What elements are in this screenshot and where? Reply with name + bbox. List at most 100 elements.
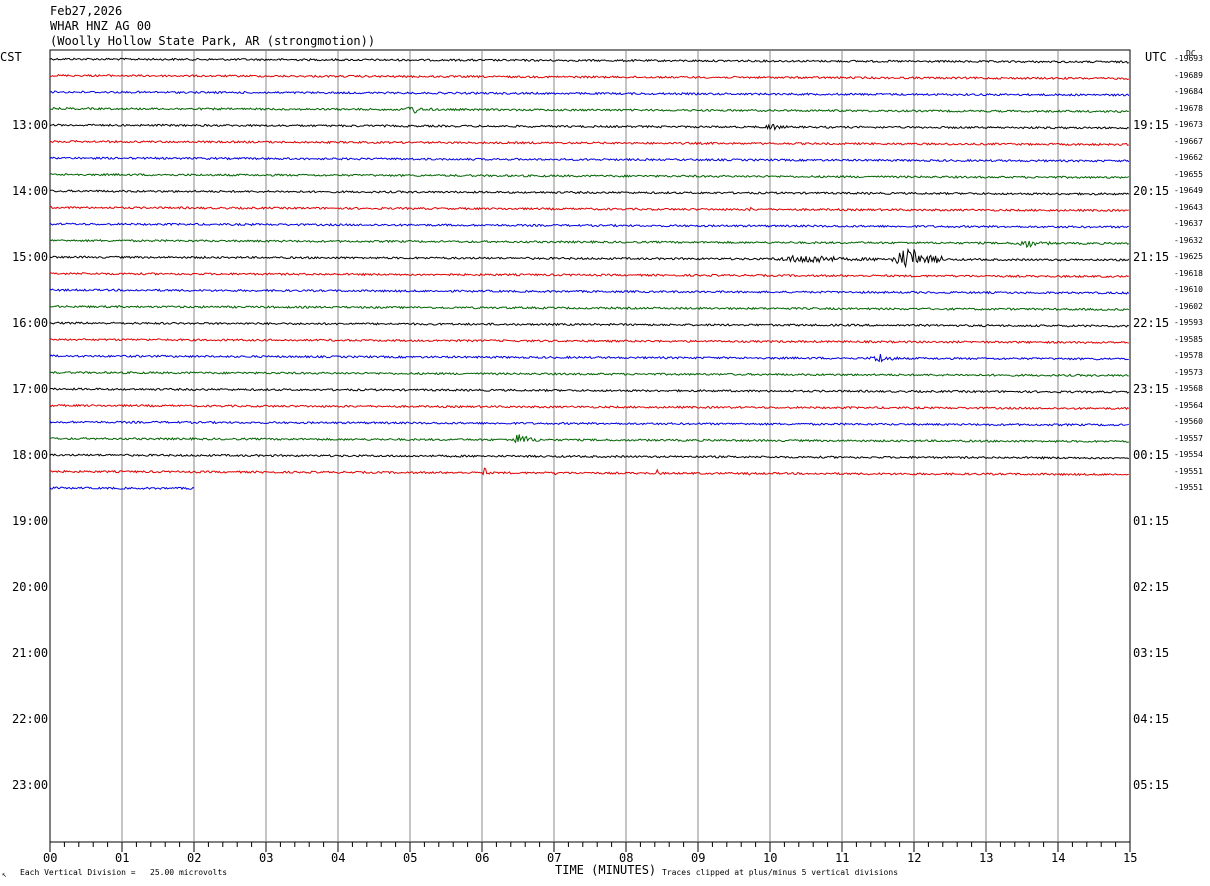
dc-offset-value: -19551 [1174,466,1203,476]
x-tick-label: 15 [1123,851,1138,865]
dc-offset-value: -19625 [1174,252,1203,261]
right-hour-label: 01:15 [1133,514,1170,528]
dc-offset-value: -19637 [1174,219,1203,228]
seismic-trace [49,486,195,491]
dc-offset-value: -19602 [1174,301,1203,311]
seismic-trace [49,222,1129,229]
dc-offset-value: -19649 [1174,186,1203,195]
x-tick-label: 09 [691,851,706,865]
seismic-trace [49,467,1129,477]
clipping-note: Traces clipped at plus/minus 5 vertical … [662,868,899,877]
x-tick-label: 14 [1051,851,1066,865]
x-tick-label: 08 [619,851,634,865]
right-hour-label: 00:15 [1133,448,1170,462]
left-hour-label: 13:00 [12,118,49,132]
dc-offset-value: -19573 [1174,367,1203,377]
dc-offset-value: -19678 [1174,103,1203,113]
seismic-trace [49,338,1129,345]
left-hour-label: 14:00 [12,184,49,198]
left-hour-label: 18:00 [12,448,49,462]
right-timezone-label: UTC [1145,50,1167,64]
x-tick-label: 12 [907,851,922,865]
seismic-trace [49,370,1129,378]
dc-offset-value: -19578 [1174,351,1203,360]
dc-offset-value: -19643 [1174,202,1203,212]
station-location: (Woolly Hollow State Park, AR (strongmot… [50,34,376,48]
right-hour-label: 02:15 [1133,580,1170,594]
dc-offset-value: -19564 [1174,400,1203,410]
left-hour-label: 15:00 [12,250,49,264]
left-hour-label: 16:00 [12,316,49,330]
x-tick-label: 06 [475,851,490,865]
seismic-trace [49,57,1129,64]
dc-offset-value: -19689 [1174,70,1203,80]
x-tick-label: 00 [43,851,58,865]
seismic-trace [49,205,1129,213]
seismic-trace [50,73,1129,81]
right-hour-label: 03:15 [1133,646,1170,660]
seismic-trace [49,189,1130,196]
x-tick-label: 01 [115,851,130,865]
dc-offset-value: -19693 [1174,54,1203,63]
plot-frame [49,49,1131,843]
x-tick-label: 04 [331,851,346,865]
left-hour-label: 22:00 [12,712,49,726]
seismic-trace [49,123,1130,131]
seismic-trace [49,453,1130,460]
x-tick-label: 02 [187,851,202,865]
right-hour-label: 19:15 [1133,118,1170,132]
x-tick-label: 13 [979,851,994,865]
seismic-trace [49,90,1130,97]
dc-offset-value: -19673 [1174,120,1203,129]
left-hour-label: 20:00 [12,580,49,594]
dc-offset-value: -19618 [1174,268,1203,278]
dc-offset-value: -19593 [1174,318,1203,327]
dc-offset-value: -19662 [1174,153,1203,162]
dc-offset-value: -19560 [1174,417,1203,426]
left-hour-label: 19:00 [12,514,49,528]
x-axis-title: TIME (MINUTES) [555,863,657,877]
dc-offset-value: -19610 [1174,285,1203,294]
x-tick-label: 11 [835,851,850,865]
left-hour-label: 23:00 [12,778,49,792]
station-code: WHAR HNZ AG 00 [50,19,152,33]
x-tick-label: 10 [763,851,778,865]
dc-offset-value: -19554 [1174,450,1203,459]
plot-date: Feb27,2026 [50,4,123,18]
left-hour-label: 17:00 [12,382,49,396]
seismic-trace [49,321,1129,328]
seismic-trace [49,139,1130,147]
dc-offset-value: -19568 [1174,384,1203,393]
right-hour-label: 23:15 [1133,382,1170,396]
seismic-trace [49,288,1130,295]
dc-offset-value: -19585 [1174,334,1203,344]
right-hour-label: 04:15 [1133,712,1170,726]
seismic-trace [49,247,1130,269]
seismic-trace [50,387,1130,394]
vertical-scale-note: Each Vertical Division = 25.00 microvolt… [20,868,228,877]
seismic-trace [49,434,1129,444]
x-tick-label: 03 [259,851,274,865]
seismic-trace [49,239,1130,249]
dc-offset-label: DC [1186,49,1196,58]
right-hour-label: 05:15 [1133,778,1170,792]
left-timezone-label: CST [0,50,22,64]
left-hour-label: 21:00 [12,646,49,660]
dc-offset-value: -19667 [1174,136,1203,146]
seismic-trace [49,420,1129,427]
seismic-trace [49,304,1130,312]
x-tick-label: 07 [547,851,562,865]
right-hour-label: 21:15 [1133,250,1170,264]
right-hour-label: 20:15 [1133,184,1170,198]
seismic-trace [49,403,1130,411]
dc-offset-value: -19551 [1174,483,1203,492]
seismic-trace [49,156,1130,163]
dc-offset-value: -19557 [1174,433,1203,443]
x-tick-label: 05 [403,851,418,865]
seismic-trace [50,106,1129,114]
corner-arrow-icon: ↖ [2,870,7,879]
dc-offset-value: -19684 [1174,87,1203,96]
seismic-trace [49,354,1129,363]
seismic-trace [49,172,1130,180]
